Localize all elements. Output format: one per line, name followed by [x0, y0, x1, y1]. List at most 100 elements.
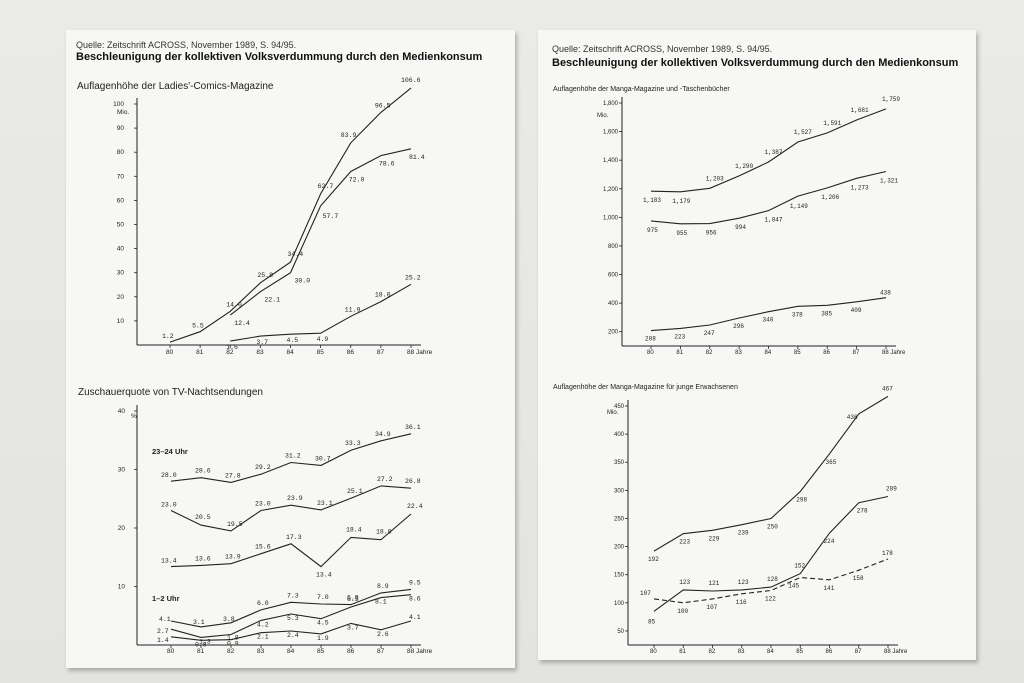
data-label: 1,387 — [765, 149, 783, 156]
data-label: 1,183 — [643, 197, 661, 204]
data-label: 4.1 — [409, 614, 421, 621]
x-tick-label: 80 — [650, 649, 657, 655]
data-label: 0.9 — [227, 641, 239, 648]
data-label: 1,273 — [851, 184, 869, 191]
x-tick-label: 88 Jahre — [884, 649, 908, 655]
data-label: 298 — [796, 496, 807, 503]
x-tick-label: 87 — [377, 648, 385, 655]
data-label: 8.9 — [377, 583, 389, 590]
data-label: 1,681 — [851, 107, 869, 114]
data-label: 1,149 — [790, 203, 808, 210]
data-label: 30.7 — [315, 455, 331, 462]
series-line-5 — [170, 594, 412, 638]
data-label: 18.0 — [375, 292, 391, 299]
data-label: 1,321 — [880, 177, 898, 184]
y-tick-label: 40 — [118, 408, 126, 415]
x-tick-label: 86 — [347, 349, 355, 356]
x-tick-label: 86 — [347, 648, 355, 655]
data-label: 83.9 — [341, 132, 357, 139]
data-label: 6.0 — [257, 600, 269, 607]
data-label: 128 — [767, 576, 778, 583]
x-tick-label: 81 — [196, 349, 204, 356]
y-tick-label: 1,400 — [603, 158, 619, 164]
data-label: 1,527 — [794, 129, 812, 136]
data-label: 2.4 — [287, 632, 299, 639]
y-axis-unit: Mio. — [117, 109, 129, 116]
x-tick-label: 81 — [197, 648, 205, 655]
data-label: 223 — [679, 539, 690, 546]
data-label: 2.7 — [157, 628, 169, 635]
y-tick-label: 1,200 — [603, 187, 619, 193]
data-label: 18.0 — [376, 529, 392, 536]
x-tick-label: 85 — [317, 648, 325, 655]
data-label: 123 — [738, 579, 749, 586]
data-label: 8.1 — [375, 599, 387, 606]
y-tick-label: 350 — [614, 460, 625, 466]
data-label: 5.5 — [192, 323, 204, 330]
y-tick-label: 150 — [614, 573, 625, 579]
data-label: 28.6 — [195, 468, 211, 475]
poster-right: Quelle: Zeitschrift ACROSS, November 198… — [538, 30, 976, 660]
data-label: 107 — [640, 590, 651, 597]
data-label: 122 — [765, 595, 776, 602]
y-tick-label: 800 — [608, 244, 619, 250]
x-tick-label: 81 — [676, 350, 683, 356]
data-label: 25.1 — [347, 488, 363, 495]
data-label: 106.6 — [401, 77, 421, 84]
data-label: 34.9 — [375, 431, 391, 438]
data-label: 36.1 — [405, 424, 421, 431]
x-tick-label: 83 — [257, 648, 265, 655]
y-tick-label: 250 — [614, 516, 625, 522]
data-label: 11.9 — [345, 306, 361, 313]
data-label: 116 — [736, 599, 747, 606]
x-tick-label: 84 — [287, 648, 295, 655]
data-label: 1,203 — [706, 175, 724, 182]
data-label: 247 — [704, 330, 715, 337]
data-label: 30.0 — [295, 278, 311, 285]
series-line-3 — [650, 297, 887, 332]
y-tick-label: 30 — [118, 467, 126, 474]
x-tick-label: 87 — [855, 649, 862, 655]
data-label: 436 — [847, 414, 858, 421]
y-tick-label: 1,600 — [603, 130, 619, 136]
y-tick-label: 70 — [117, 173, 125, 180]
data-label: 25.8 — [257, 272, 273, 279]
data-label: 13.4 — [161, 558, 177, 565]
data-label: 141 — [824, 585, 835, 592]
data-label: 6.9 — [347, 595, 359, 602]
series-line-6 — [170, 620, 412, 641]
y-tick-label: 20 — [117, 294, 125, 301]
annotation-label: 23–24 Uhr — [152, 447, 188, 456]
chart-title: Auflagenhöhe der Manga-Magazine für jung… — [553, 384, 738, 391]
data-label: 3.7 — [347, 624, 359, 631]
data-label: 0.8 — [195, 641, 207, 648]
x-tick-label: 84 — [767, 649, 774, 655]
series-line-2 — [170, 485, 412, 532]
series-line-2 — [650, 170, 887, 225]
data-label: 278 — [857, 508, 868, 515]
chart-manga-total: Auflagenhöhe der Manga-Magazine und -Tas… — [553, 86, 906, 356]
data-label: 23.0 — [161, 501, 177, 508]
data-label: 8.6 — [409, 596, 421, 603]
data-label: 1.6 — [226, 344, 238, 351]
x-tick-label: 81 — [679, 649, 686, 655]
y-tick-label: 200 — [614, 545, 625, 551]
y-tick-label: 400 — [614, 432, 625, 438]
data-label: 3.1 — [193, 619, 205, 626]
series-line-1 — [169, 87, 412, 343]
data-label: 19.5 — [227, 521, 243, 528]
y-tick-label: 60 — [117, 197, 125, 204]
y-tick-label: 400 — [608, 301, 619, 307]
data-label: 4.2 — [257, 621, 269, 628]
y-tick-label: 50 — [617, 629, 624, 635]
data-label: 96.5 — [375, 102, 391, 109]
source-note: Quelle: Zeitschrift ACROSS, November 198… — [552, 44, 773, 54]
data-label: 2.1 — [257, 634, 269, 641]
y-tick-label: 1,800 — [603, 101, 619, 107]
data-label: 1,591 — [823, 120, 841, 127]
chart-title: Zuschauerquote von TV-Nachtsendungen — [78, 387, 263, 398]
x-tick-label: 84 — [287, 349, 295, 356]
x-tick-label: 88 Jahre — [407, 648, 433, 655]
data-label: 23.9 — [287, 495, 303, 502]
data-label: 229 — [709, 535, 720, 542]
